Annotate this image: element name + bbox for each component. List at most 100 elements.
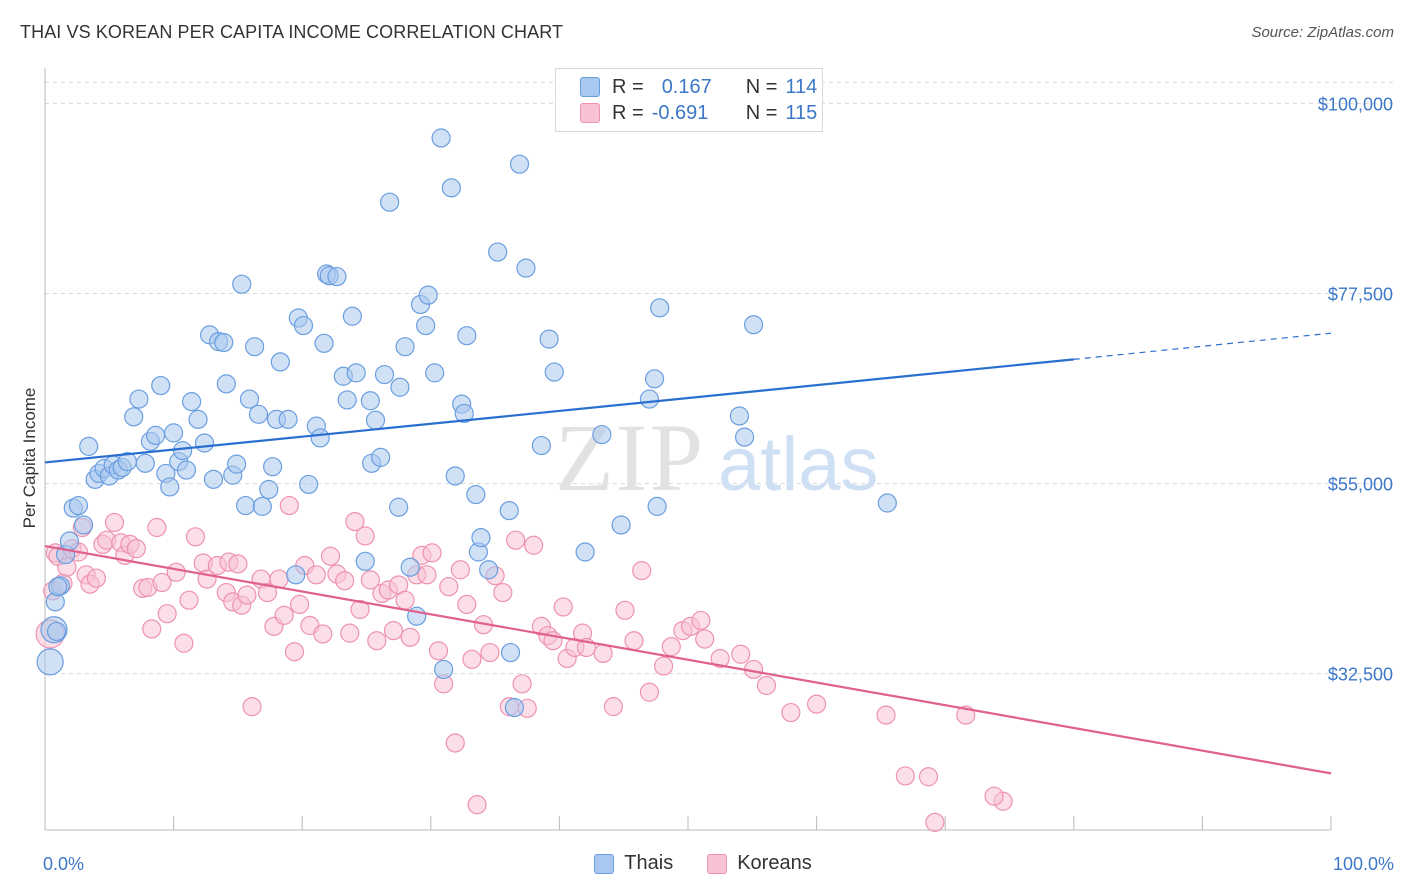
thai-point: [286, 565, 306, 585]
thai-point: [488, 242, 508, 262]
korean-point: [142, 619, 162, 639]
thai-point: [445, 466, 465, 486]
thai-point: [441, 178, 461, 198]
thai-point: [365, 410, 386, 430]
thai-point: [73, 515, 94, 535]
bottom-legend-label-koreans: Koreans: [737, 852, 812, 874]
thai-point: [248, 404, 269, 424]
thai-point: [310, 428, 330, 448]
thai-point: [504, 697, 524, 718]
korean-point: [506, 530, 526, 550]
thai-point: [647, 496, 667, 516]
korean-point: [383, 620, 404, 641]
thai-point: [416, 315, 436, 336]
thai-trend-extension: [1073, 332, 1332, 360]
thai-point: [227, 454, 247, 474]
thai-point: [471, 528, 491, 548]
korean-point: [710, 648, 730, 669]
thai-point: [342, 306, 362, 326]
korean-point: [781, 702, 801, 723]
thai-point: [516, 258, 536, 278]
korean-point: [480, 642, 500, 663]
legend-n-value: 115: [785, 101, 818, 124]
korean-point: [984, 786, 1004, 806]
korean-point: [756, 675, 777, 696]
thai-point: [355, 551, 375, 571]
legend-swatch-thais: [580, 77, 600, 97]
thai-point: [457, 326, 477, 346]
legend-n-label: N =: [745, 101, 778, 124]
thai-point: [293, 315, 314, 336]
bottom-legend-koreans[interactable]: Koreans: [707, 852, 812, 875]
korean-point: [400, 627, 420, 647]
thai-point: [194, 433, 215, 453]
korean-point: [450, 560, 470, 580]
thai-point: [644, 369, 665, 389]
thai-point: [575, 542, 595, 562]
thai-point: [36, 648, 64, 676]
legend-swatch-koreans: [580, 103, 600, 123]
thai-point: [182, 392, 202, 412]
thai-point: [314, 333, 334, 353]
bottom-legend: Thais Koreans: [0, 852, 1406, 875]
thai-point: [539, 329, 559, 349]
korean-point: [615, 600, 635, 620]
thai-point: [346, 363, 366, 383]
thai-point: [203, 469, 224, 489]
thai-point: [592, 424, 612, 445]
thai-point: [500, 642, 521, 663]
korean-point: [228, 554, 248, 574]
thai-point: [270, 352, 290, 372]
thai-point: [160, 477, 180, 497]
korean-point: [360, 570, 380, 590]
legend-n-value: 114: [785, 75, 818, 98]
thai-point: [129, 389, 149, 409]
thai-point: [395, 337, 415, 357]
korean-points: [35, 495, 1013, 832]
korean-point: [417, 565, 437, 585]
korean-point: [639, 682, 660, 702]
korean-point: [395, 590, 415, 610]
thai-point: [544, 362, 564, 382]
korean-point: [152, 572, 172, 593]
thai-point: [639, 389, 660, 409]
y-tick-label: $100,000: [1318, 94, 1393, 114]
thai-point: [374, 364, 395, 385]
thai-point: [216, 374, 236, 394]
thai-points: [36, 128, 897, 718]
thai-point: [299, 474, 319, 495]
korean-point: [925, 812, 945, 832]
thai-point: [236, 495, 256, 516]
y-tick-label: $55,000: [1328, 475, 1393, 495]
korean-point: [306, 565, 326, 585]
korean-point: [457, 594, 477, 615]
thai-point: [252, 496, 272, 516]
thai-point: [454, 403, 474, 424]
thai-point: [425, 363, 445, 383]
korean-point: [147, 517, 167, 538]
thai-point: [389, 497, 409, 517]
thai-point: [46, 621, 67, 642]
korean-point: [806, 694, 827, 714]
tick-labels: $32,500 $55,000 $77,500 $100,000 0.0% 100.0%: [43, 94, 1394, 874]
korean-point: [166, 562, 186, 582]
bottom-legend-thais[interactable]: Thais: [594, 852, 673, 875]
korean-point: [345, 511, 365, 532]
legend-row-koreans: R = -0.691 N = 115: [580, 101, 817, 125]
thai-point: [48, 577, 68, 597]
korean-point: [632, 561, 652, 581]
thai-point: [79, 436, 99, 456]
korean-point: [86, 568, 107, 588]
korean-point: [653, 656, 674, 676]
legend-r-value: 0.167: [661, 75, 712, 98]
korean-point: [895, 766, 915, 786]
korean-point: [462, 649, 482, 669]
thai-point: [360, 391, 380, 411]
thai-point: [434, 659, 454, 680]
korean-point: [524, 535, 544, 555]
korean-point: [257, 582, 278, 603]
korean-point: [731, 644, 751, 664]
korean-point: [493, 582, 513, 603]
thai-point: [124, 407, 144, 427]
